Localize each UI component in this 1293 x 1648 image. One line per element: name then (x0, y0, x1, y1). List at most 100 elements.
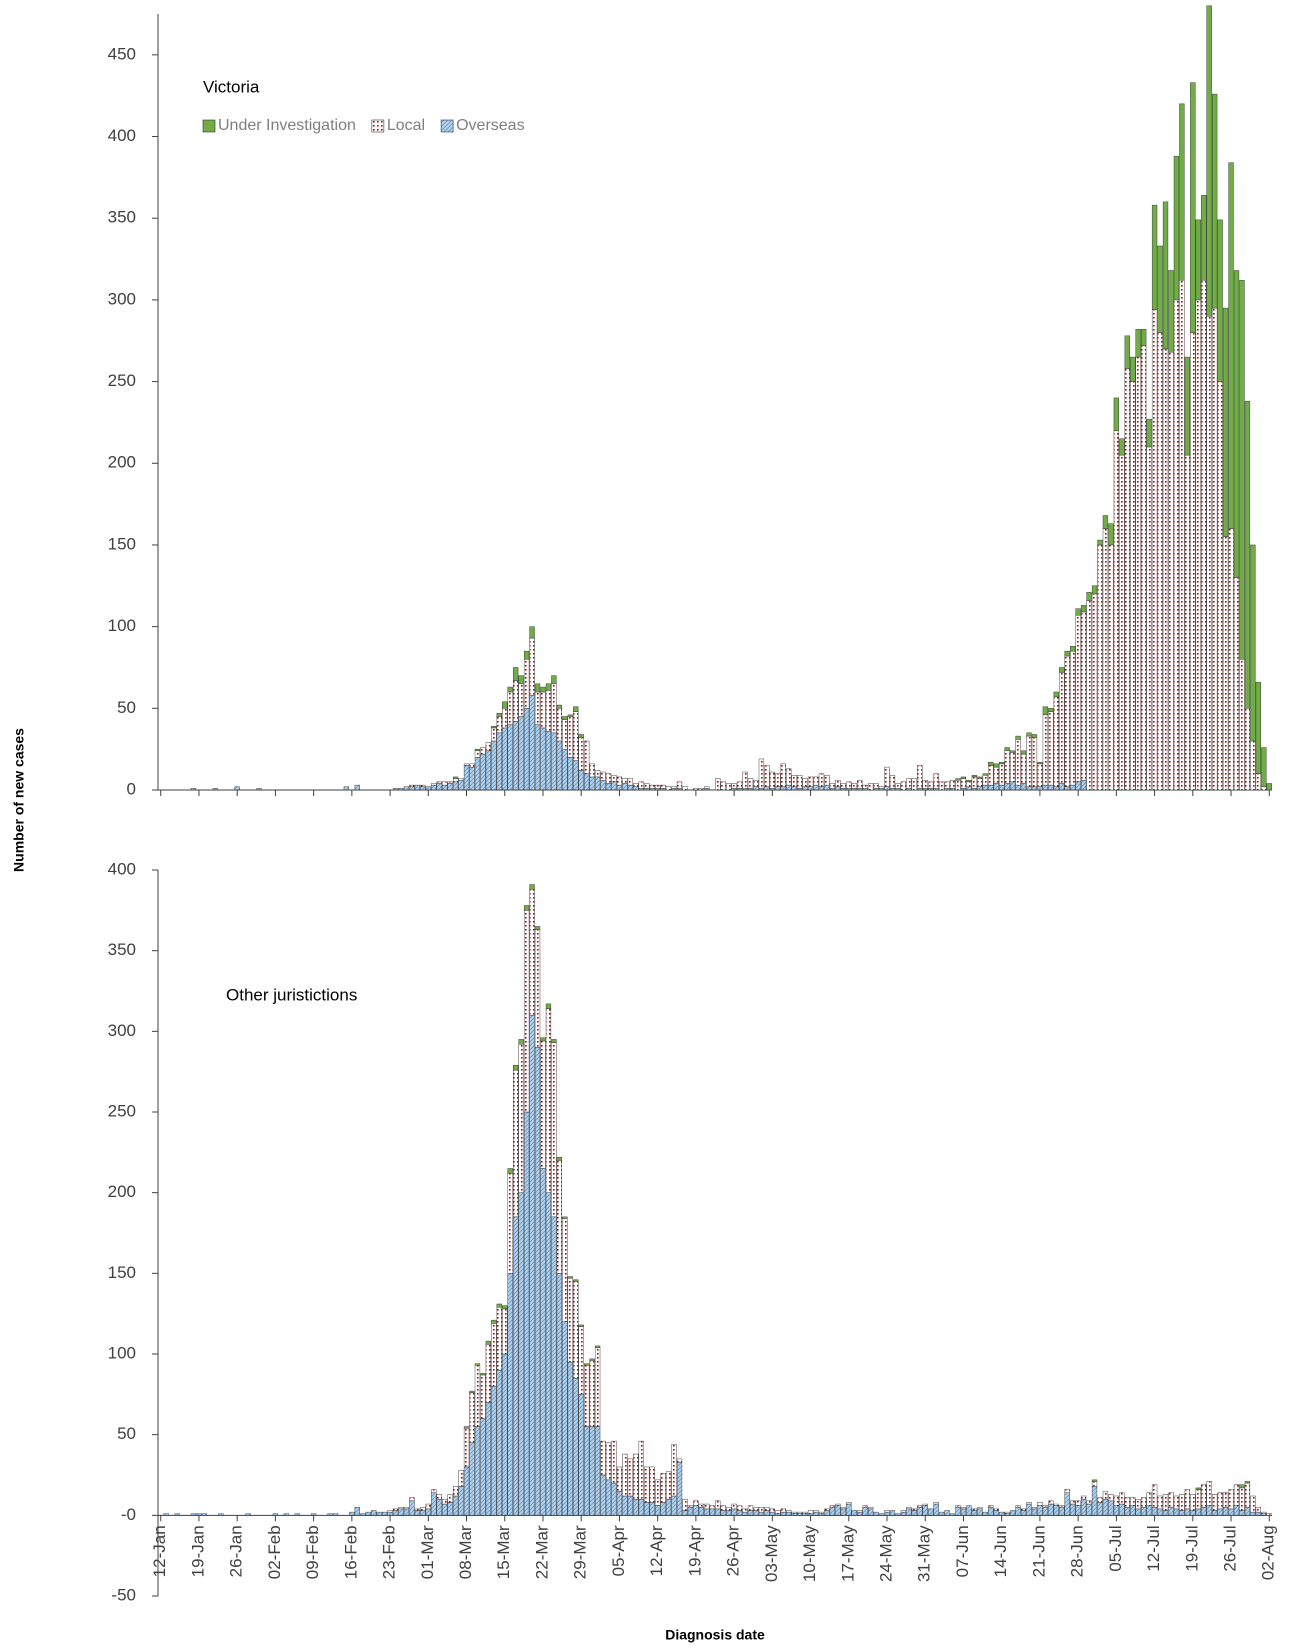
bar-segment (775, 1513, 781, 1516)
bar-segment (534, 1047, 541, 1516)
bar-segment (818, 786, 825, 791)
bar-segment (414, 1508, 421, 1511)
bar-segment (507, 686, 513, 693)
x-tick-label: 08-Mar (456, 1525, 475, 1579)
bar-segment (611, 775, 617, 783)
bar-segment (824, 1510, 830, 1516)
bar-segment (578, 737, 584, 771)
bar-segment (1157, 1495, 1163, 1510)
bar-segment (966, 786, 972, 791)
bar-segment (1009, 750, 1016, 753)
bar-segment (294, 1513, 300, 1516)
bar-segment (862, 1505, 868, 1508)
bar-segment (540, 1168, 546, 1516)
bar-segment (1162, 201, 1169, 350)
bar-segment (1233, 577, 1240, 791)
bar-segment (1059, 667, 1065, 673)
bar-segment (1141, 345, 1147, 791)
bar-segment (578, 1326, 584, 1395)
bar-segment (1119, 438, 1125, 456)
bar-segment (1031, 786, 1038, 791)
bar-segment (1184, 454, 1191, 791)
bar-segment (1255, 1507, 1262, 1513)
bar-segment (671, 788, 677, 791)
bar-segment (999, 1511, 1005, 1516)
bar-segment (594, 770, 601, 778)
bar-segment (436, 781, 442, 784)
bar-segment (1042, 706, 1049, 716)
bar-segment (513, 680, 519, 722)
bar-segment (780, 763, 786, 787)
bar-segment (551, 683, 557, 734)
bar-segment (829, 1505, 836, 1508)
bar-segment (786, 784, 792, 791)
bar-segment (644, 788, 650, 791)
bar-segment (1184, 1508, 1191, 1516)
bar-segment (496, 712, 502, 717)
bar-segment (1075, 614, 1081, 783)
bar-segment (802, 1511, 808, 1514)
bar-segment (507, 691, 513, 725)
bar-segment (1080, 1495, 1087, 1500)
bar-segment (878, 1513, 885, 1516)
bar-segment (655, 1505, 661, 1516)
bar-segment (513, 1216, 519, 1516)
bar-segment (474, 750, 481, 758)
bar-segment (900, 1511, 907, 1516)
bar-segment (736, 781, 743, 789)
bar-segment (573, 1281, 579, 1379)
bar-segment (1015, 1505, 1021, 1508)
bar-segment (1026, 732, 1032, 737)
bar-segment (824, 1508, 830, 1511)
bar-segment (409, 1500, 415, 1516)
bar-segment (873, 783, 879, 789)
bar-segment (824, 775, 830, 786)
bar-segment (857, 779, 863, 789)
bar-segment (862, 1507, 868, 1516)
x-tick-label: 12-Apr (647, 1525, 666, 1576)
bar-segment (1261, 747, 1267, 787)
bar-segment (1059, 672, 1065, 784)
bar-segment (1009, 781, 1016, 791)
bar-segment (928, 788, 934, 791)
bar-segment (944, 788, 950, 791)
bar-segment (1086, 1500, 1092, 1505)
bar-segment (1135, 329, 1141, 358)
bar-segment (977, 1508, 983, 1516)
x-tick-label: 22-Mar (532, 1525, 551, 1579)
bar-segment (1217, 219, 1223, 382)
bar-segment (1157, 332, 1163, 791)
bar-segment (622, 778, 628, 784)
bar-segment (556, 1156, 563, 1161)
bar-segment (1141, 1497, 1147, 1508)
bar-segment (190, 788, 197, 791)
bar-segment (1097, 1497, 1103, 1503)
y-tick-label: 300 (108, 289, 136, 308)
bar-segment (1261, 786, 1267, 791)
bar-segment (1119, 454, 1125, 791)
bar-segment (1080, 779, 1087, 791)
x-tick-label: 14-Jun (991, 1525, 1010, 1577)
bar-segment (949, 779, 956, 789)
bar-segment (867, 783, 874, 791)
bar-segment (966, 1505, 972, 1516)
x-tick-label: 02-Aug (1259, 1525, 1278, 1580)
bar-segment (1048, 784, 1054, 791)
bar-segment (502, 708, 508, 729)
bar-segment (895, 1513, 901, 1516)
bar-segment (452, 776, 459, 779)
bar-segment (944, 781, 950, 789)
bar-segment (1037, 762, 1043, 765)
bar-segment (1168, 1492, 1174, 1508)
bar-segment (999, 784, 1005, 791)
bar-segment (562, 1218, 568, 1322)
bar-segment (485, 1402, 492, 1516)
bar-segment (1212, 93, 1218, 309)
bar-segment (398, 1508, 404, 1516)
bar-segment (551, 1216, 557, 1516)
bar-segment (545, 1192, 552, 1516)
legend-label: Overseas (456, 117, 524, 134)
bar-segment (906, 1507, 912, 1510)
bar-segment (622, 1495, 628, 1516)
bar-segment (1162, 348, 1169, 791)
